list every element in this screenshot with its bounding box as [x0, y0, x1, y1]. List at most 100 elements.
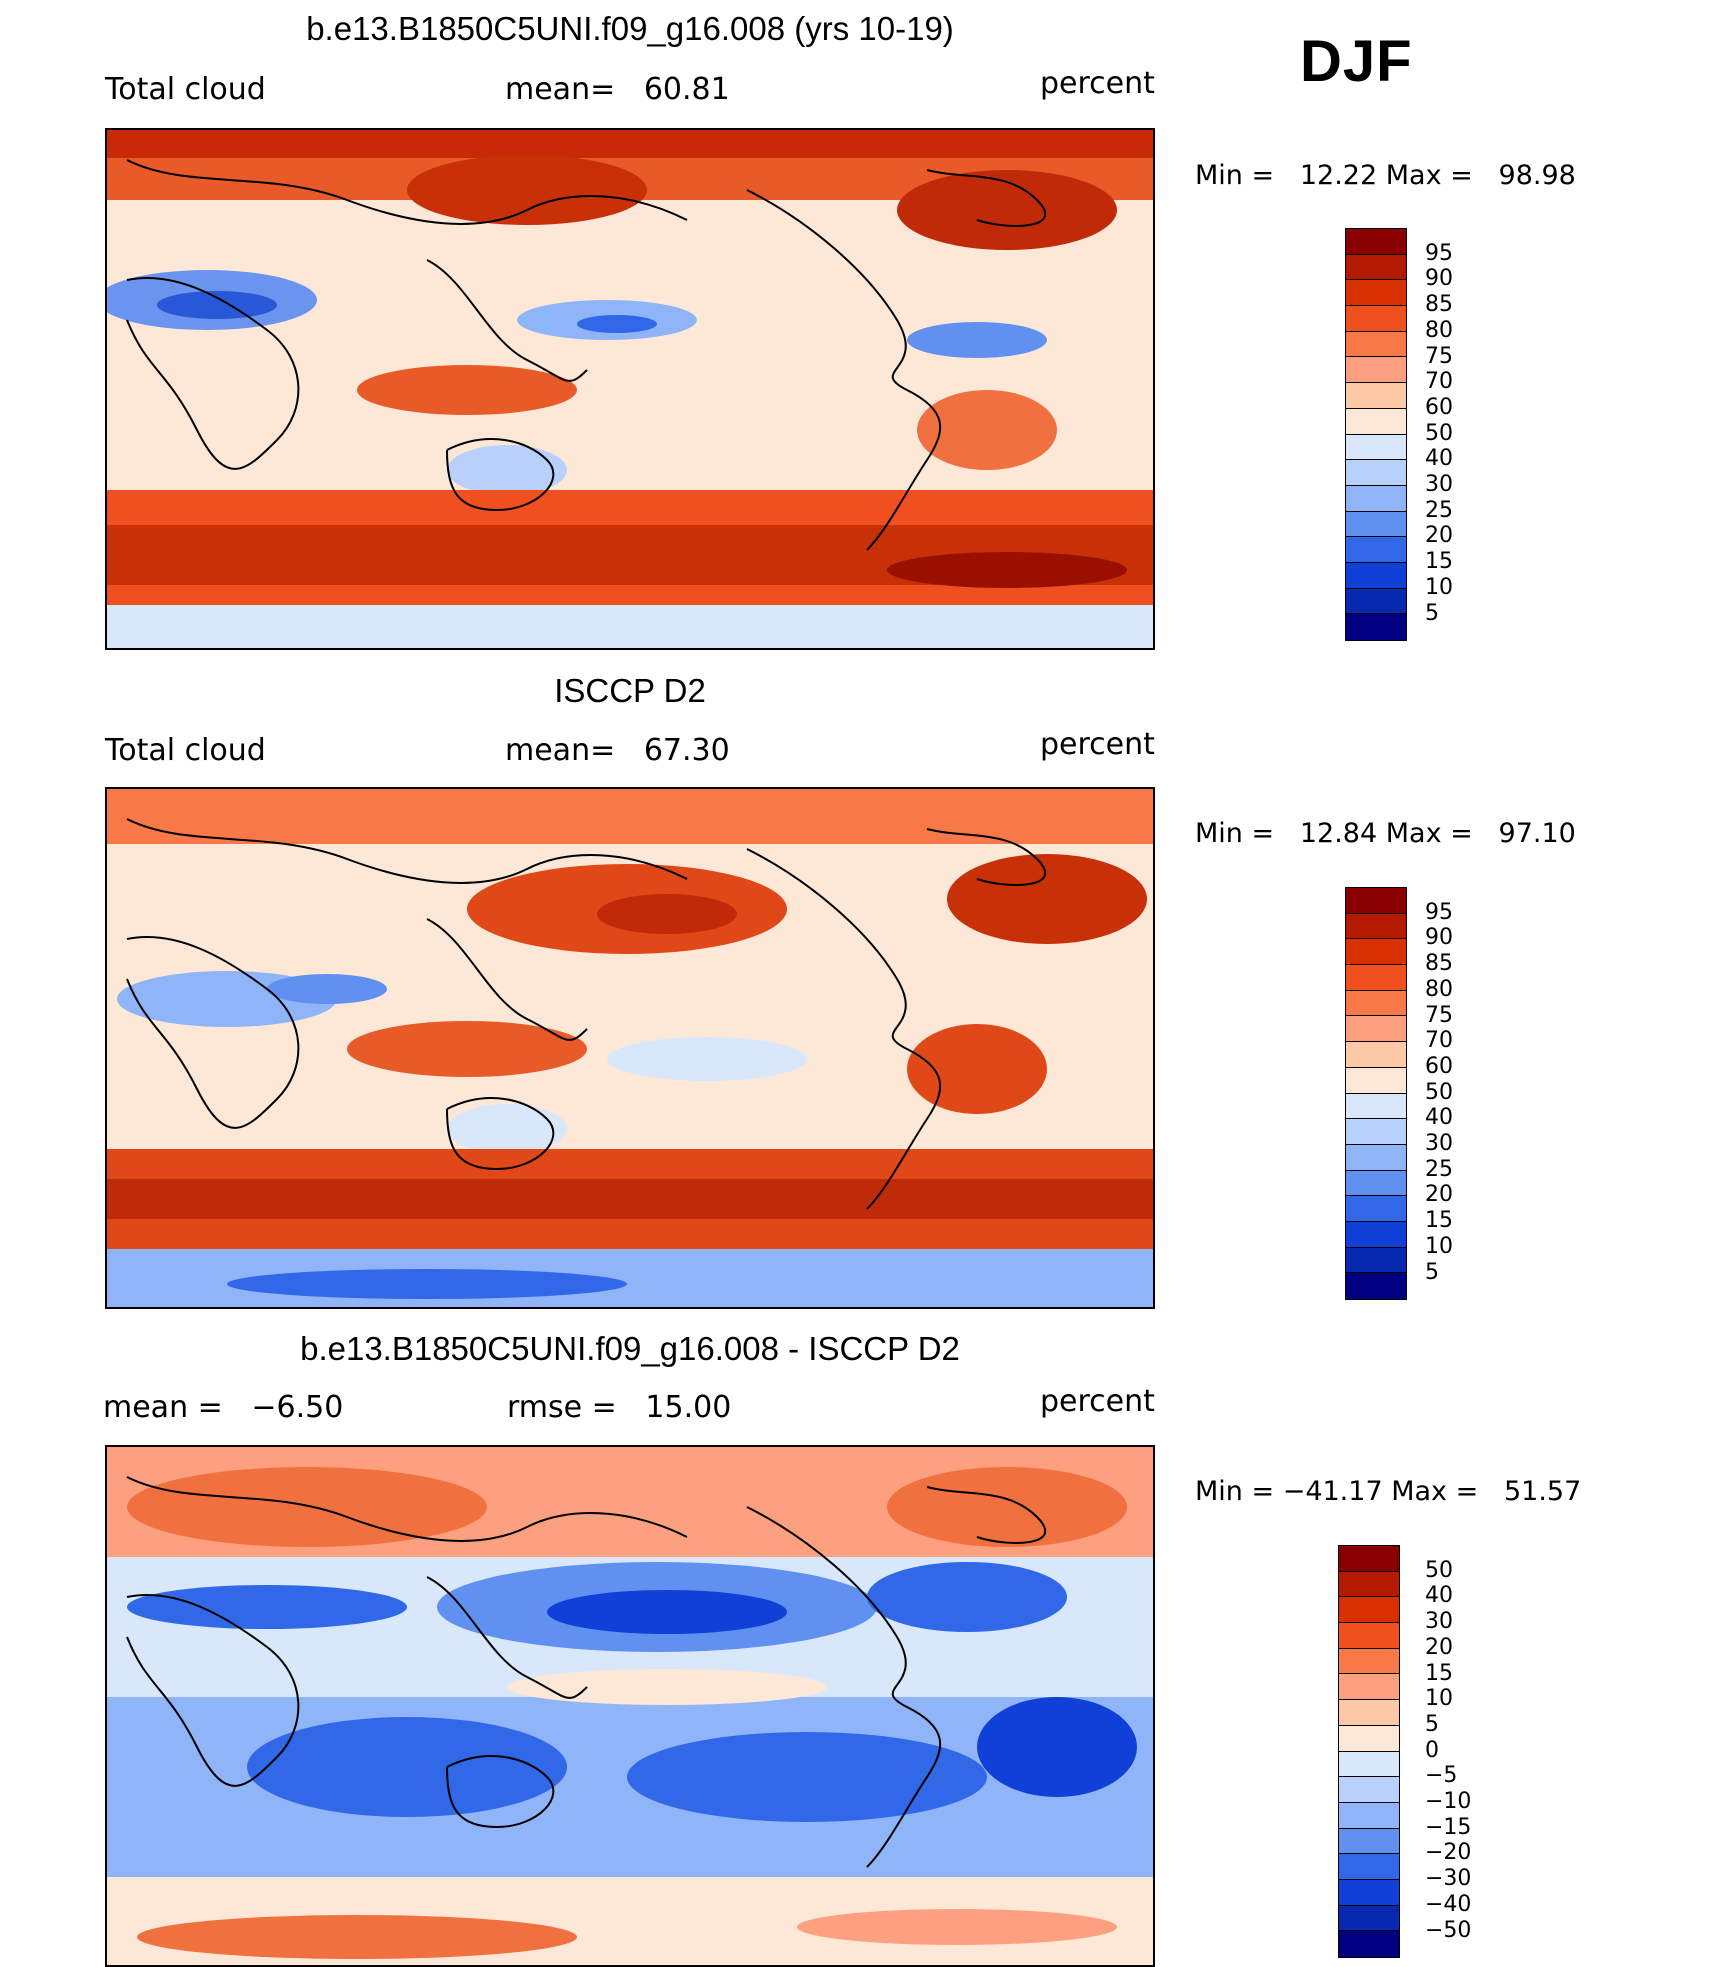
- colorbar-swatch: [1339, 1905, 1399, 1932]
- colorbar-tick-label: 10: [1425, 574, 1453, 600]
- colorbar-tick-label: −20: [1425, 1840, 1472, 1866]
- colorbar-tick-label: −10: [1425, 1789, 1472, 1814]
- colorbar-swatch: [1339, 1828, 1399, 1855]
- colorbar-tick-label: 50: [1425, 420, 1453, 446]
- colorbar-swatch: [1339, 1648, 1399, 1675]
- colorbar-tick-label: 10: [1425, 1686, 1453, 1712]
- panel3-rmse: rmse = 15.00: [507, 1390, 732, 1425]
- panel2-title: ISCCP D2: [554, 672, 706, 709]
- colorbar-tick-label: 5: [1425, 1711, 1439, 1737]
- colorbar-swatch: [1339, 1571, 1399, 1598]
- colorbar-swatch: [1339, 1777, 1399, 1803]
- colorbar-tick-label: −40: [1425, 1891, 1472, 1917]
- colorbar-swatch: [1346, 562, 1406, 589]
- colorbar-swatch: [1346, 1016, 1406, 1043]
- colorbar-tick-label: 15: [1425, 1660, 1453, 1686]
- colorbar-swatch: [1346, 588, 1406, 615]
- colorbar-tick-label: 70: [1425, 1028, 1453, 1054]
- colorbar-swatch: [1346, 939, 1406, 966]
- panel3-map-graphic: [107, 1447, 1153, 1965]
- colorbar-tick-label: 75: [1425, 343, 1453, 369]
- colorbar-tick-label: 20: [1425, 523, 1453, 549]
- colorbar-tick-label: 95: [1425, 240, 1453, 266]
- colorbar-tick-label: 30: [1425, 1609, 1453, 1635]
- colorbar-tick-label: 85: [1425, 951, 1453, 977]
- panel3-colorbar: [1338, 1545, 1400, 1958]
- colorbar-swatch: [1346, 434, 1406, 461]
- panel2-variable: Total cloud: [105, 733, 266, 768]
- colorbar-tick-label: 40: [1425, 1583, 1453, 1609]
- panel3-minmax: Min = −41.17 Max = 51.57: [1195, 1476, 1582, 1507]
- colorbar-tick-label: 5: [1425, 1259, 1439, 1285]
- panel1-variable: Total cloud: [105, 72, 266, 107]
- colorbar-swatch: [1346, 460, 1406, 486]
- colorbar-swatch: [1346, 537, 1406, 563]
- colorbar-swatch: [1346, 1067, 1406, 1094]
- colorbar-tick-label: 60: [1425, 1053, 1453, 1079]
- panel2-minmax: Min = 12.84 Max = 97.10: [1195, 818, 1576, 849]
- season-label: DJF: [1300, 29, 1413, 94]
- colorbar-swatch: [1339, 1597, 1399, 1624]
- panel3-map: [105, 1445, 1155, 1967]
- colorbar-tick-label: 20: [1425, 1182, 1453, 1208]
- panel2-mean: mean= 67.30: [505, 733, 730, 768]
- colorbar-swatch: [1346, 408, 1406, 435]
- colorbar-swatch: [1346, 990, 1406, 1017]
- panel1-title: b.e13.B1850C5UNI.f09_g16.008 (yrs 10-19): [306, 10, 954, 47]
- colorbar-swatch: [1339, 1674, 1399, 1701]
- colorbar-swatch: [1346, 1247, 1406, 1274]
- colorbar-tick-label: 25: [1425, 497, 1453, 523]
- colorbar-swatch: [1346, 1093, 1406, 1120]
- panel1-map-graphic: [107, 130, 1153, 648]
- colorbar-swatch: [1339, 1546, 1399, 1572]
- colorbar-swatch: [1339, 1931, 1399, 1957]
- colorbar-tick-label: 70: [1425, 369, 1453, 395]
- colorbar-tick-label: 5: [1425, 600, 1439, 626]
- colorbar-tick-label: 75: [1425, 1002, 1453, 1028]
- colorbar-swatch: [1346, 1144, 1406, 1171]
- colorbar-swatch: [1346, 331, 1406, 358]
- colorbar-swatch: [1346, 1196, 1406, 1222]
- panel3-mean: mean = −6.50: [103, 1390, 344, 1425]
- colorbar-tick-label: 95: [1425, 899, 1453, 925]
- colorbar-tick-label: 80: [1425, 317, 1453, 343]
- colorbar-swatch: [1346, 280, 1406, 307]
- panel1-minmax: Min = 12.22 Max = 98.98: [1195, 160, 1576, 191]
- panel3-units: percent: [1040, 1384, 1155, 1419]
- colorbar-swatch: [1339, 1725, 1399, 1752]
- panel1-units: percent: [1040, 66, 1155, 101]
- colorbar-swatch: [1346, 1170, 1406, 1197]
- panel2-map-graphic: [107, 789, 1153, 1307]
- colorbar-tick-label: −30: [1425, 1866, 1472, 1892]
- colorbar-tick-label: 0: [1425, 1737, 1439, 1763]
- colorbar-swatch: [1346, 383, 1406, 409]
- colorbar-tick-label: 40: [1425, 1105, 1453, 1131]
- colorbar-swatch: [1346, 511, 1406, 538]
- colorbar-swatch: [1346, 485, 1406, 512]
- colorbar-tick-label: 60: [1425, 394, 1453, 420]
- colorbar-tick-label: 50: [1425, 1557, 1453, 1583]
- colorbar-tick-label: 50: [1425, 1079, 1453, 1105]
- panel3-title: b.e13.B1850C5UNI.f09_g16.008 - ISCCP D2: [300, 1330, 960, 1367]
- colorbar-swatch: [1346, 1221, 1406, 1248]
- colorbar-tick-label: 40: [1425, 446, 1453, 472]
- colorbar-swatch: [1346, 229, 1406, 255]
- colorbar-swatch: [1346, 1119, 1406, 1145]
- panel1-mean: mean= 60.81: [505, 72, 730, 107]
- colorbar-swatch: [1346, 1042, 1406, 1068]
- colorbar-swatch: [1346, 888, 1406, 914]
- colorbar-swatch: [1346, 913, 1406, 940]
- colorbar-tick-label: 90: [1425, 266, 1453, 292]
- colorbar-swatch: [1346, 965, 1406, 991]
- colorbar-swatch: [1346, 1273, 1406, 1299]
- colorbar-tick-label: 15: [1425, 549, 1453, 575]
- colorbar-tick-label: 85: [1425, 292, 1453, 318]
- colorbar-tick-label: 80: [1425, 976, 1453, 1002]
- colorbar-tick-label: 15: [1425, 1208, 1453, 1234]
- colorbar-swatch: [1346, 254, 1406, 281]
- colorbar-tick-label: −50: [1425, 1917, 1472, 1943]
- panel1-map: [105, 128, 1155, 650]
- colorbar-swatch: [1339, 1854, 1399, 1880]
- colorbar-tick-label: 30: [1425, 1131, 1453, 1156]
- colorbar-swatch: [1339, 1802, 1399, 1829]
